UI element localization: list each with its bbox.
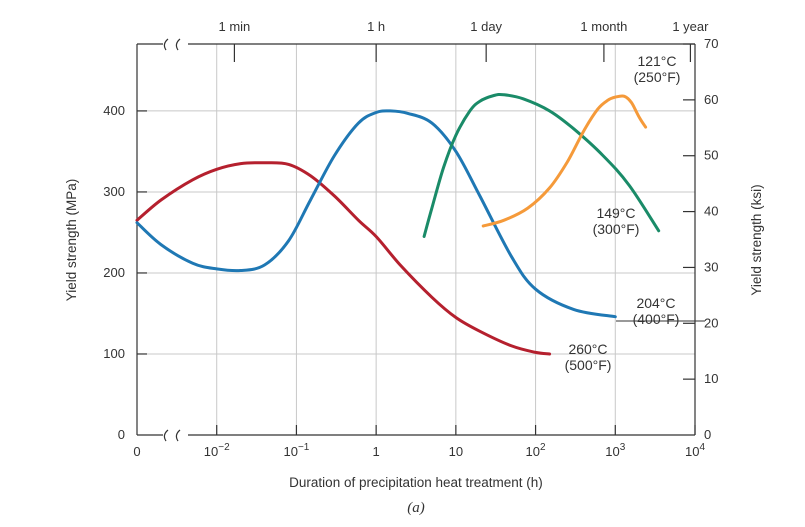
y-tick-label: 0 bbox=[118, 427, 125, 442]
series-label-0: (500°F) bbox=[565, 357, 612, 373]
x-tick-label: 1 bbox=[373, 444, 380, 459]
y-right-tick-label: 50 bbox=[704, 148, 718, 163]
figure-caption: (a) bbox=[407, 500, 425, 516]
axes bbox=[136, 38, 696, 442]
series-line-2 bbox=[422, 92, 661, 238]
x-tick-label-zero: 0 bbox=[133, 444, 140, 459]
series-label-0: 260°C bbox=[568, 341, 607, 357]
y-right-tick-label: 0 bbox=[704, 427, 711, 442]
y-right-tick-label: 60 bbox=[704, 92, 718, 107]
grid bbox=[137, 44, 695, 435]
series-label-3: 121°C bbox=[637, 53, 676, 69]
top-tick-label: 1 month bbox=[580, 19, 627, 34]
bottom-axis-break-icon bbox=[163, 429, 181, 442]
y-right-tick-label: 70 bbox=[704, 36, 718, 51]
x-tick-label: 102 bbox=[526, 442, 546, 459]
series bbox=[135, 92, 661, 356]
y-axis-label: Yield strength (MPa) bbox=[64, 179, 79, 302]
series-label-1: (400°F) bbox=[633, 311, 680, 327]
y-right-tick-label: 30 bbox=[704, 259, 718, 274]
x-tick-label: 10 bbox=[449, 444, 463, 459]
y-tick-label: 100 bbox=[103, 346, 125, 361]
y-right-tick-label: 40 bbox=[704, 204, 718, 219]
y-tick-label: 300 bbox=[103, 184, 125, 199]
series-label-2: 149°C bbox=[596, 205, 635, 221]
top-axis-break-icon bbox=[163, 38, 181, 51]
x-tick-label: 103 bbox=[605, 442, 625, 459]
series-label-1: 204°C bbox=[636, 295, 675, 311]
series-line-0 bbox=[135, 161, 552, 356]
y-tick-label: 400 bbox=[103, 103, 125, 118]
series-label-2: (300°F) bbox=[593, 221, 640, 237]
y-right-tick-label: 10 bbox=[704, 371, 718, 386]
series-line-1 bbox=[135, 109, 617, 319]
x-tick-label: 10−2 bbox=[204, 442, 230, 459]
y-right-tick-label: 20 bbox=[704, 315, 718, 330]
y-tick-label: 200 bbox=[103, 265, 125, 280]
top-tick-label: 1 day bbox=[470, 19, 502, 34]
top-tick-label: 1 year bbox=[672, 19, 709, 34]
top-tick-label: 1 h bbox=[367, 19, 385, 34]
ticks: 10−2 10−1 1 10 102 103 10400100200300400010203… bbox=[103, 19, 718, 459]
x-tick-label: 104 bbox=[685, 442, 705, 459]
x-axis-label: Duration of precipitation heat treatment… bbox=[289, 475, 543, 490]
series-label-3: (250°F) bbox=[634, 69, 681, 85]
x-tick-label: 10−1 bbox=[283, 442, 309, 459]
series-labels: 260°C(500°F) 204°C(400°F) 149°C(300°F) 121°… bbox=[565, 53, 705, 373]
top-tick-label: 1 min bbox=[219, 19, 251, 34]
series-line-3 bbox=[481, 94, 648, 228]
y-axis-label-right: Yield strength (ksi) bbox=[749, 184, 764, 295]
